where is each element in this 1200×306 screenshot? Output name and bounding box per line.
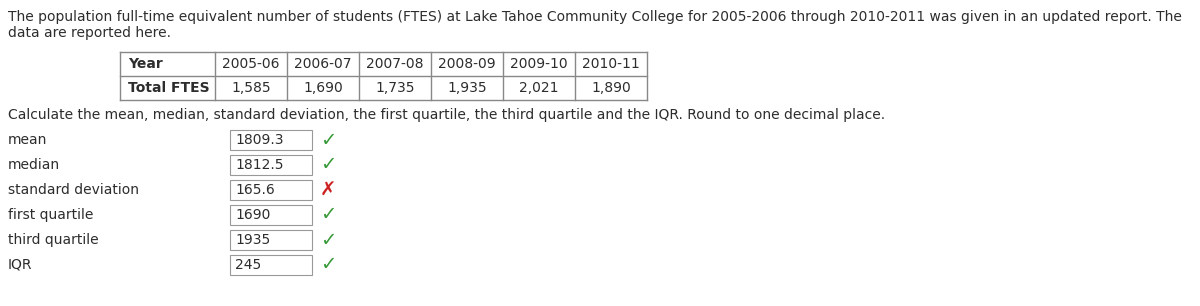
Text: 2,021: 2,021 <box>520 81 559 95</box>
Bar <box>230 255 312 275</box>
Text: Calculate the mean, median, standard deviation, the first quartile, the third qu: Calculate the mean, median, standard dev… <box>8 108 886 122</box>
Text: ✓: ✓ <box>320 230 336 249</box>
Text: 245: 245 <box>235 258 262 272</box>
Text: mean: mean <box>8 133 47 147</box>
Text: Total FTES: Total FTES <box>128 81 210 95</box>
Text: IQR: IQR <box>8 258 32 272</box>
Bar <box>230 155 312 175</box>
Text: 1690: 1690 <box>235 208 270 222</box>
Bar <box>230 230 312 250</box>
Text: third quartile: third quartile <box>8 233 98 247</box>
Text: ✗: ✗ <box>320 181 336 200</box>
Text: 2007-08: 2007-08 <box>366 57 424 71</box>
Text: first quartile: first quartile <box>8 208 94 222</box>
Text: 1935: 1935 <box>235 233 270 247</box>
Text: 1,935: 1,935 <box>448 81 487 95</box>
Text: ✓: ✓ <box>320 130 336 150</box>
Text: 2006-07: 2006-07 <box>294 57 352 71</box>
Bar <box>230 180 312 200</box>
Text: 1809.3: 1809.3 <box>235 133 283 147</box>
Text: 2010-11: 2010-11 <box>582 57 640 71</box>
Text: standard deviation: standard deviation <box>8 183 139 197</box>
Bar <box>230 130 312 150</box>
Text: 2008-09: 2008-09 <box>438 57 496 71</box>
Text: ✓: ✓ <box>320 256 336 274</box>
Text: 1,735: 1,735 <box>376 81 415 95</box>
Text: 1,690: 1,690 <box>304 81 343 95</box>
Text: 1,890: 1,890 <box>592 81 631 95</box>
Bar <box>230 205 312 225</box>
Text: 1812.5: 1812.5 <box>235 158 283 172</box>
Text: Year: Year <box>128 57 163 71</box>
Text: median: median <box>8 158 60 172</box>
Text: 2009-10: 2009-10 <box>510 57 568 71</box>
Text: 165.6: 165.6 <box>235 183 275 197</box>
Text: 2005-06: 2005-06 <box>222 57 280 71</box>
Text: ✓: ✓ <box>320 206 336 225</box>
Text: ✓: ✓ <box>320 155 336 174</box>
Text: data are reported here.: data are reported here. <box>8 26 172 40</box>
Text: 1,585: 1,585 <box>232 81 271 95</box>
Text: The population full-time equivalent number of students (FTES) at Lake Tahoe Comm: The population full-time equivalent numb… <box>8 10 1182 24</box>
